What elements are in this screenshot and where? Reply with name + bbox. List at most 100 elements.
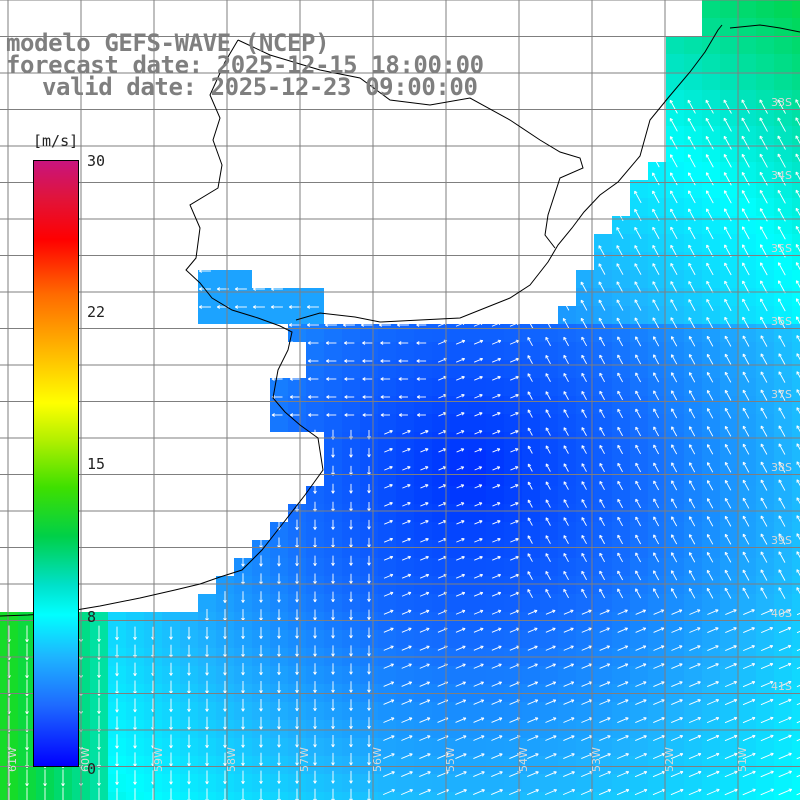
wind-cell	[774, 378, 792, 396]
wind-arrow	[724, 770, 738, 778]
wind-cell	[720, 396, 738, 414]
wind-arrow	[760, 515, 768, 527]
wind-cell	[774, 342, 792, 360]
wind-cell	[720, 450, 738, 468]
wind-cell	[450, 522, 468, 540]
wind-arrow	[617, 588, 624, 599]
wind-cell	[450, 486, 468, 504]
wind-arrow	[563, 445, 569, 454]
wind-cell	[504, 576, 522, 594]
wind-arrow	[169, 716, 173, 731]
colorbar-tick-15: 15	[87, 455, 106, 473]
wind-arrow	[778, 353, 786, 365]
wind-cell	[270, 576, 288, 594]
wind-arrow	[669, 99, 678, 114]
wind-cell	[414, 738, 432, 756]
wind-arrow	[760, 371, 768, 383]
wind-arrow	[760, 389, 768, 401]
wind-arrow	[796, 479, 800, 487]
wind-cell	[576, 576, 594, 594]
wind-arrow	[760, 716, 774, 724]
wind-cell	[720, 504, 738, 522]
wind-arrow	[653, 699, 665, 705]
wind-cell	[702, 540, 720, 558]
wind-cell	[630, 666, 648, 684]
wind-cell	[630, 324, 648, 342]
wind-cell	[792, 360, 800, 378]
wind-cell	[738, 774, 756, 792]
wind-cell	[792, 702, 800, 720]
wind-arrow	[509, 573, 520, 579]
wind-cell	[540, 378, 558, 396]
wind-arrow	[580, 299, 588, 311]
wind-cell	[522, 702, 540, 720]
wind-arrow	[473, 339, 484, 345]
wind-arrow	[688, 280, 696, 294]
wind-arrow	[777, 189, 786, 204]
wind-cell	[342, 504, 360, 522]
wind-arrow	[456, 573, 465, 579]
wind-arrow	[308, 413, 319, 417]
wind-arrow	[653, 516, 660, 527]
wind-cell	[630, 576, 648, 594]
wind-arrow	[760, 680, 774, 688]
wind-cell	[576, 306, 594, 324]
wind-arrow	[635, 390, 642, 401]
wind-arrow	[313, 681, 317, 693]
wind-arrow	[527, 481, 533, 490]
wind-arrow	[653, 444, 660, 455]
wind-arrow	[706, 569, 714, 581]
wind-arrow	[455, 627, 466, 633]
wind-cell	[468, 522, 486, 540]
wind-cell	[792, 162, 800, 180]
latitude-label: 41S	[771, 680, 792, 693]
wind-cell	[684, 126, 702, 144]
wind-cell	[450, 792, 468, 800]
wind-arrow	[474, 430, 483, 435]
wind-cell	[252, 540, 270, 558]
wind-arrow	[707, 609, 719, 615]
wind-cell	[504, 540, 522, 558]
wind-arrow	[241, 770, 245, 784]
wind-cell	[594, 378, 612, 396]
wind-arrow	[401, 609, 412, 615]
wind-arrow	[671, 408, 678, 419]
wind-cell	[666, 90, 684, 108]
wind-arrow	[706, 317, 714, 330]
wind-arrow	[706, 444, 714, 455]
wind-arrow	[706, 551, 714, 563]
wind-cell	[648, 666, 666, 684]
wind-arrow	[473, 789, 485, 796]
wind-cell	[774, 486, 792, 504]
wind-arrow	[635, 408, 642, 419]
wind-arrow	[689, 498, 696, 509]
wind-arrow	[759, 153, 768, 168]
wind-cell	[666, 234, 684, 252]
wind-cell	[576, 630, 594, 648]
wind-cell	[756, 702, 774, 720]
wind-arrow	[634, 190, 642, 204]
wind-arrow	[402, 430, 411, 435]
wind-arrow	[491, 609, 502, 615]
wind-arrow	[271, 377, 283, 381]
wind-arrow	[401, 645, 412, 651]
wind-cell	[234, 306, 252, 324]
wind-cell	[414, 342, 432, 360]
wind-cell	[648, 486, 666, 504]
wind-cell	[792, 630, 800, 648]
wind-cell	[648, 504, 666, 522]
wind-cell	[558, 342, 576, 360]
wind-arrow	[187, 770, 191, 785]
wind-cell	[576, 720, 594, 738]
wind-cell	[684, 432, 702, 450]
wind-cell	[414, 576, 432, 594]
wind-arrow	[349, 591, 353, 602]
wind-arrow	[741, 153, 750, 168]
wind-cell	[432, 486, 450, 504]
wind-cell	[486, 486, 504, 504]
wind-arrow	[742, 335, 750, 347]
wind-cell	[216, 306, 234, 324]
wind-arrow	[778, 752, 792, 760]
wind-cell	[756, 576, 774, 594]
wind-arrow	[401, 591, 412, 597]
